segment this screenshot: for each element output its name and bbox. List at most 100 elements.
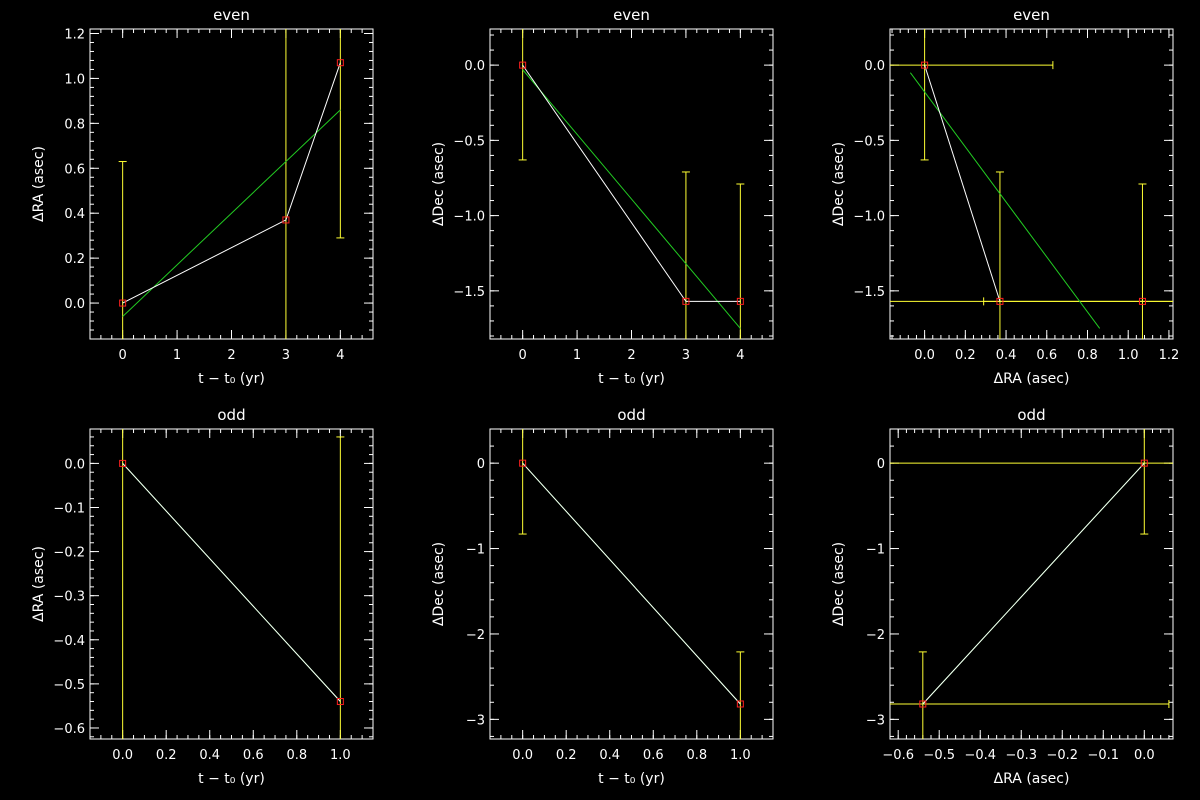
x-axis-label: t − t₀ (yr) — [198, 771, 265, 787]
x-tick-label: 0.4 — [199, 748, 220, 763]
x-tick-label: 2 — [627, 348, 635, 363]
panel-title: odd — [1017, 406, 1045, 424]
x-tick-label: 0.6 — [243, 748, 264, 763]
y-tick-label: 0.8 — [64, 117, 85, 132]
x-tick-label: 0 — [119, 348, 127, 363]
x-tick-label: 0.6 — [1036, 348, 1057, 363]
data-point — [119, 299, 127, 307]
y-tick-label: 0.0 — [64, 457, 85, 472]
y-tick-label: −1.0 — [853, 210, 885, 225]
y-tick-label: 0.0 — [464, 59, 485, 74]
y-tick-label: −0.6 — [53, 722, 85, 737]
y-tick-label: −1.5 — [453, 285, 485, 300]
data-layer — [518, 29, 745, 339]
x-tick-label: 0.0 — [512, 748, 533, 763]
y-axis-label: ΔDec (asec) — [831, 142, 847, 226]
data-point — [921, 61, 929, 69]
data-point — [519, 459, 527, 467]
x-axis-label: ΔRA (asec) — [994, 371, 1070, 387]
y-tick-label: 0.4 — [64, 207, 85, 222]
x-tick-label: 0 — [519, 348, 527, 363]
y-tick-label: −0.3 — [53, 590, 85, 605]
x-tick-label: 1 — [173, 348, 181, 363]
x-tick-label: 4 — [336, 348, 344, 363]
x-tick-label: 3 — [282, 348, 290, 363]
panel-title: odd — [217, 406, 245, 424]
x-tick-label: 0.4 — [599, 748, 620, 763]
x-tick-label: 0.8 — [1077, 348, 1098, 363]
y-axis-label: ΔDec (asec) — [831, 542, 847, 626]
plot-frame — [489, 28, 774, 340]
panel-1: 0 1 2 3 4 0.0 0.2 0.4 0.6 0.8 1.0 1.2 even t − t₀ (yr… — [31, 6, 374, 387]
x-tick-label: −0.6 — [882, 748, 914, 763]
data-point — [919, 700, 927, 708]
x-axis-label: t − t₀ (yr) — [598, 771, 665, 787]
x-tick-label: 0.2 — [556, 748, 577, 763]
panel-title: even — [213, 6, 250, 24]
data-point — [682, 297, 690, 305]
connect-line — [522, 462, 741, 705]
data-point — [519, 61, 527, 69]
data-point — [282, 216, 290, 224]
y-tick-label: 0.6 — [64, 162, 85, 177]
panel-6: −0.6 −0.5 −0.4 −0.3 −0.2 −0.1 0.0 0 −1 −2 −3 odd ΔRA… — [831, 406, 1174, 787]
data-layer — [890, 29, 1173, 339]
y-tick-label: −1.5 — [853, 285, 885, 300]
x-tick-label: 0.0 — [1134, 748, 1155, 763]
x-tick-label: 2 — [227, 348, 235, 363]
connect-line — [924, 64, 1001, 302]
x-tick-label: 1.0 — [730, 748, 751, 763]
y-tick-label: −0.4 — [53, 634, 85, 649]
data-layer — [890, 429, 1173, 739]
panel-4: 0.0 0.2 0.4 0.6 0.8 1.0 0.0 −0.1 −0.2 −0.3 −0.4 −0.… — [31, 406, 374, 787]
data-layer — [518, 429, 745, 739]
y-tick-label: 0.2 — [64, 252, 85, 267]
x-axis-label: t − t₀ (yr) — [598, 371, 665, 387]
data-point — [736, 297, 744, 305]
panel-title: even — [613, 6, 650, 24]
data-point — [336, 698, 344, 706]
x-tick-label: −0.5 — [923, 748, 955, 763]
y-axis-label: ΔDec (asec) — [431, 542, 447, 626]
y-tick-label: −1 — [466, 543, 485, 558]
data-point — [336, 59, 344, 67]
x-tick-label: −0.1 — [1087, 748, 1119, 763]
y-tick-label: −0.2 — [53, 546, 85, 561]
y-tick-label: −1.0 — [453, 210, 485, 225]
plot-frame — [89, 428, 374, 740]
plot-frame — [889, 28, 1174, 340]
x-tick-label: 0.2 — [955, 348, 976, 363]
y-tick-label: 1.0 — [64, 72, 85, 87]
data-point — [1138, 297, 1146, 305]
data-point — [736, 700, 744, 708]
panel-2: 0 1 2 3 4 0.0 −0.5 −1.0 −1.5 even t − t₀ (yr) ΔDec … — [431, 6, 774, 387]
x-tick-label: 1.2 — [1159, 348, 1180, 363]
x-tick-label: 0.8 — [686, 748, 707, 763]
x-tick-label: −0.4 — [964, 748, 996, 763]
y-axis-label: ΔRA (asec) — [31, 146, 47, 222]
x-tick-label: −0.2 — [1046, 748, 1078, 763]
x-tick-label: 1.0 — [330, 748, 351, 763]
fit-line — [909, 72, 1101, 329]
x-tick-label: 3 — [682, 348, 690, 363]
y-tick-label: −0.5 — [453, 134, 485, 149]
x-tick-label: 0.2 — [156, 748, 177, 763]
y-tick-label: 0.0 — [64, 297, 85, 312]
panel-title: even — [1013, 6, 1050, 24]
data-layer — [118, 29, 345, 339]
data-point — [119, 459, 127, 467]
y-tick-label: 0 — [877, 457, 885, 472]
x-tick-label: 1 — [573, 348, 581, 363]
fit-line — [522, 69, 741, 329]
data-point — [996, 297, 1004, 305]
y-tick-label: −0.1 — [53, 501, 85, 516]
y-tick-label: −1 — [866, 543, 885, 558]
y-tick-label: −0.5 — [853, 134, 885, 149]
y-tick-label: −2 — [466, 628, 485, 643]
x-axis-label: t − t₀ (yr) — [198, 371, 265, 387]
data-layer — [119, 429, 345, 739]
data-point — [1140, 459, 1148, 467]
x-tick-label: 0.0 — [914, 348, 935, 363]
panel-title: odd — [617, 406, 645, 424]
y-tick-label: −3 — [466, 713, 485, 728]
